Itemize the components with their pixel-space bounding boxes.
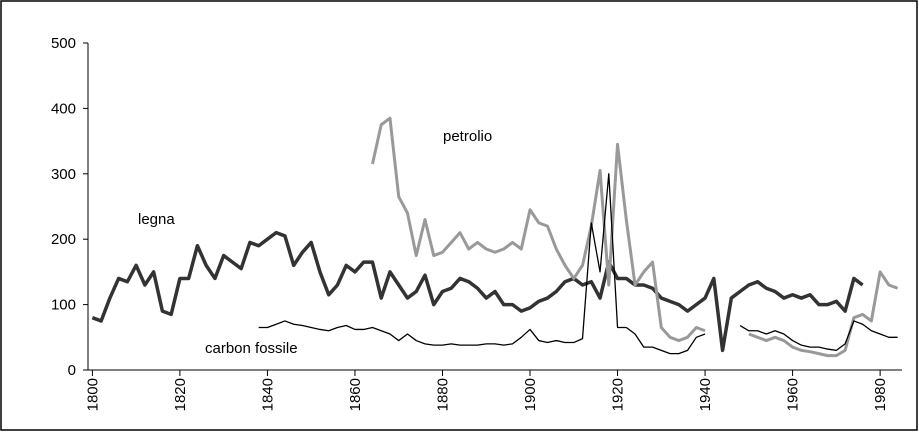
line-series bbox=[258, 173, 706, 355]
line-series bbox=[739, 320, 898, 352]
y-tick-label: 400 bbox=[51, 100, 76, 117]
x-tick-label: 1980 bbox=[872, 378, 889, 411]
x-tick-label: 1940 bbox=[697, 378, 714, 411]
line-series bbox=[748, 270, 899, 358]
y-tick-label: 0 bbox=[68, 362, 76, 379]
x-tick-label: 1900 bbox=[522, 378, 539, 411]
x-tick-label: 1840 bbox=[259, 378, 276, 411]
x-tick-label: 1920 bbox=[610, 378, 627, 411]
y-tick-label: 200 bbox=[51, 231, 76, 248]
x-tick-label: 1820 bbox=[172, 378, 189, 411]
line-series bbox=[91, 230, 864, 353]
series-label: legna bbox=[138, 211, 175, 228]
y-tick-label: 500 bbox=[51, 35, 76, 52]
line-series bbox=[370, 116, 706, 343]
y-tick-label: 300 bbox=[51, 166, 76, 183]
series-label: petrolio bbox=[443, 128, 492, 145]
x-tick-label: 1860 bbox=[347, 378, 364, 411]
x-tick-label: 1960 bbox=[785, 378, 802, 411]
x-tick-label: 1880 bbox=[434, 378, 451, 411]
series-label: carbon fossile bbox=[205, 340, 298, 357]
y-tick-label: 100 bbox=[51, 297, 76, 314]
x-tick-label: 1800 bbox=[84, 378, 101, 411]
